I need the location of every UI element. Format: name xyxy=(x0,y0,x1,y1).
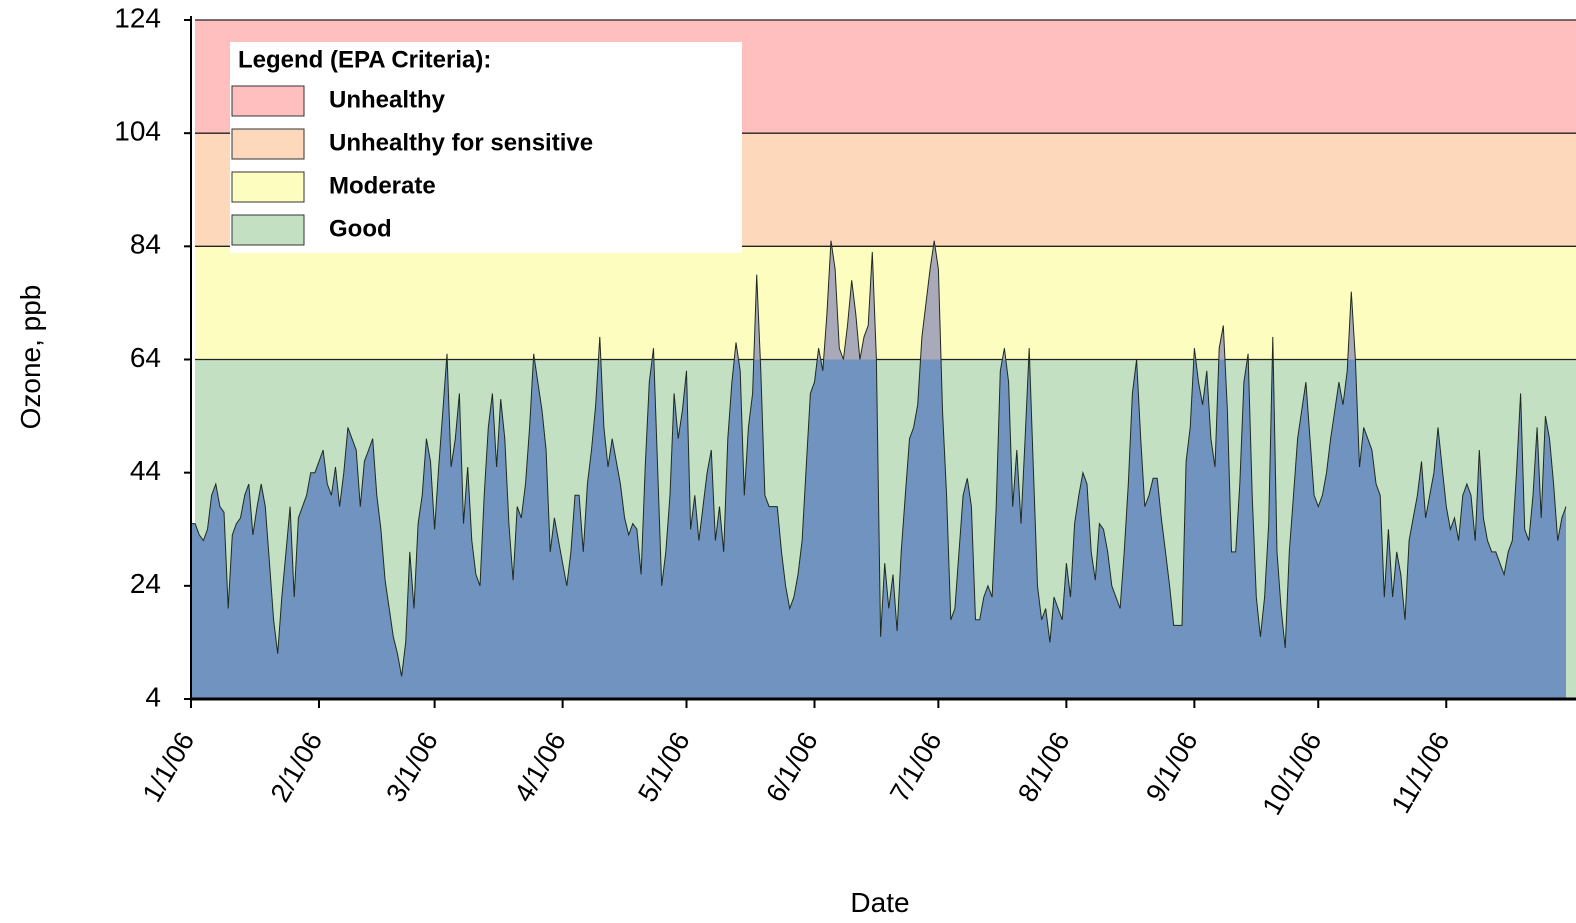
legend-label: Good xyxy=(329,215,392,242)
y-tick-label: 44 xyxy=(130,455,161,486)
y-axis-label: Ozone, ppb xyxy=(15,285,46,430)
legend-title: Legend (EPA Criteria): xyxy=(238,46,491,73)
x-tick-label: 1/1/06 xyxy=(137,727,201,807)
ozone-outline xyxy=(191,240,1567,677)
y-tick-label: 64 xyxy=(130,342,161,373)
x-tick-label: 8/1/06 xyxy=(1012,727,1076,807)
legend-swatch xyxy=(231,128,305,160)
x-tick-label: 11/1/06 xyxy=(1385,727,1455,818)
data-areas xyxy=(191,240,1567,699)
x-tick-label: 4/1/06 xyxy=(508,727,572,807)
x-tick-label: 6/1/06 xyxy=(760,727,824,807)
legend-swatch xyxy=(231,214,305,246)
x-tick-label: 2/1/06 xyxy=(265,727,329,807)
x-axis-label: Date xyxy=(850,887,909,918)
band xyxy=(195,246,1576,360)
y-tick-label: 84 xyxy=(130,229,161,260)
y-tick-label: 124 xyxy=(114,2,161,33)
x-tick-label: 3/1/06 xyxy=(380,727,444,807)
x-tick-label: 7/1/06 xyxy=(884,727,948,807)
legend-box xyxy=(230,42,742,253)
legend-swatch xyxy=(231,85,305,117)
x-tick-label: 5/1/06 xyxy=(632,727,696,807)
x-tick-label: 9/1/06 xyxy=(1140,727,1204,807)
y-tick-label: 104 xyxy=(114,116,161,147)
legend-swatch xyxy=(231,171,305,203)
y-tick-label: 4 xyxy=(145,681,161,712)
legend-label: Unhealthy for sensitive xyxy=(329,129,593,156)
legend-label: Unhealthy xyxy=(329,86,446,113)
y-tick-label: 24 xyxy=(130,568,161,599)
legend-label: Moderate xyxy=(329,172,436,199)
x-tick-label: 10/1/06 xyxy=(1256,727,1327,820)
legend: Legend (EPA Criteria): Unhealthy Unhealthy… xyxy=(230,42,742,253)
